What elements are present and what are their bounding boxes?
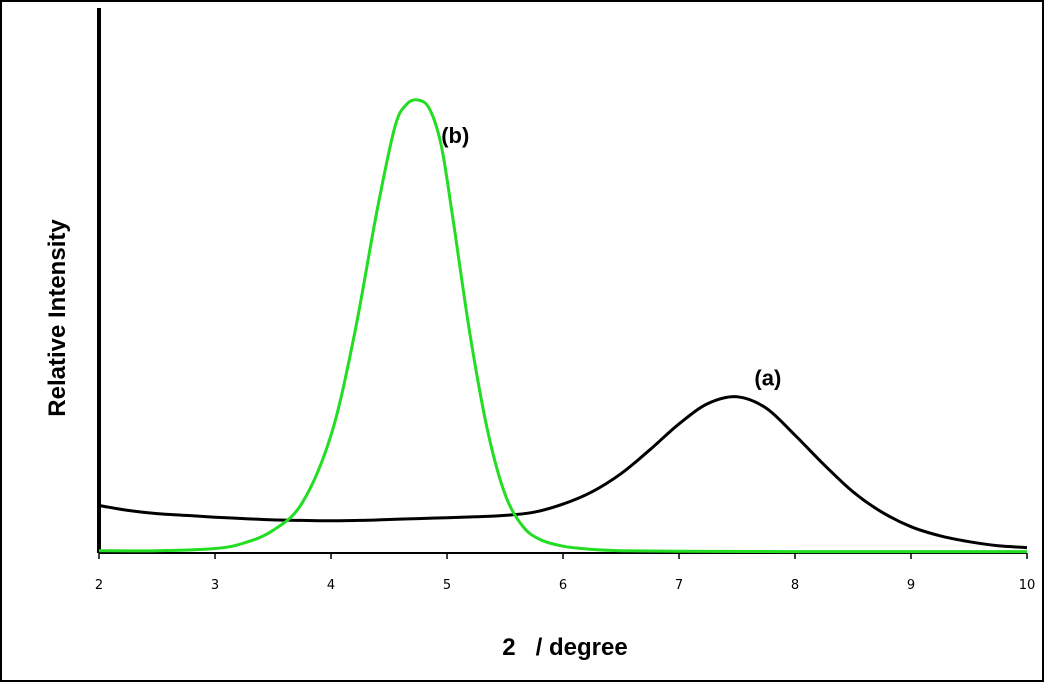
x-tick-label: 6 [559,578,567,593]
annotations: (a) (b) [441,123,781,390]
x-tick-labels: 2 3 4 5 6 7 8 9 10 [95,553,1035,593]
series-line-b [98,98,1027,554]
series-annotation: (a) [754,365,781,390]
x-tick-label: 9 [907,578,915,593]
series-line-a [98,395,1028,550]
x-tick-label: 2 [95,578,103,593]
series-group [98,98,1028,554]
x-axis-label: 2 / degree [502,634,627,661]
x-tick-label: 4 [327,578,335,593]
x-tick-label: 3 [211,578,219,593]
x-tick-label: 10 [1019,578,1036,593]
plot-area [97,8,1027,554]
x-tick-label: 7 [675,578,683,593]
series-annotation: (b) [441,123,469,148]
x-tick-label: 8 [791,578,799,593]
y-axis-label: Relative Intensity [44,219,71,417]
x-tick-label: 5 [443,578,451,593]
